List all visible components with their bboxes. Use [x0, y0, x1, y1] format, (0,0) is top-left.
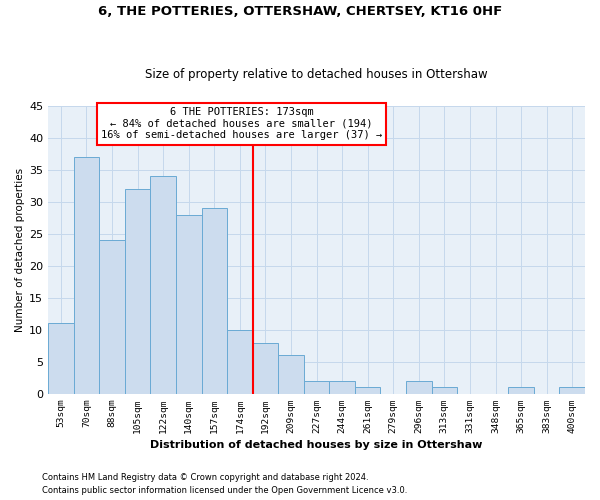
Bar	[406, 381, 431, 394]
Title: Size of property relative to detached houses in Ottershaw: Size of property relative to detached ho…	[145, 68, 488, 81]
Bar	[278, 356, 304, 394]
Bar	[304, 381, 329, 394]
Bar	[253, 342, 278, 394]
Bar	[176, 214, 202, 394]
Y-axis label: Number of detached properties: Number of detached properties	[15, 168, 25, 332]
X-axis label: Distribution of detached houses by size in Ottershaw: Distribution of detached houses by size …	[151, 440, 483, 450]
Bar	[508, 388, 534, 394]
Bar	[355, 388, 380, 394]
Bar	[99, 240, 125, 394]
Bar	[202, 208, 227, 394]
Text: Contains HM Land Registry data © Crown copyright and database right 2024.
Contai: Contains HM Land Registry data © Crown c…	[42, 474, 407, 495]
Bar	[151, 176, 176, 394]
Bar	[431, 388, 457, 394]
Bar	[227, 330, 253, 394]
Bar	[559, 388, 585, 394]
Bar	[329, 381, 355, 394]
Bar	[74, 157, 99, 394]
Bar	[48, 324, 74, 394]
Text: 6 THE POTTERIES: 173sqm
← 84% of detached houses are smaller (194)
16% of semi-d: 6 THE POTTERIES: 173sqm ← 84% of detache…	[101, 107, 382, 140]
Bar	[125, 189, 151, 394]
Text: 6, THE POTTERIES, OTTERSHAW, CHERTSEY, KT16 0HF: 6, THE POTTERIES, OTTERSHAW, CHERTSEY, K…	[98, 5, 502, 18]
